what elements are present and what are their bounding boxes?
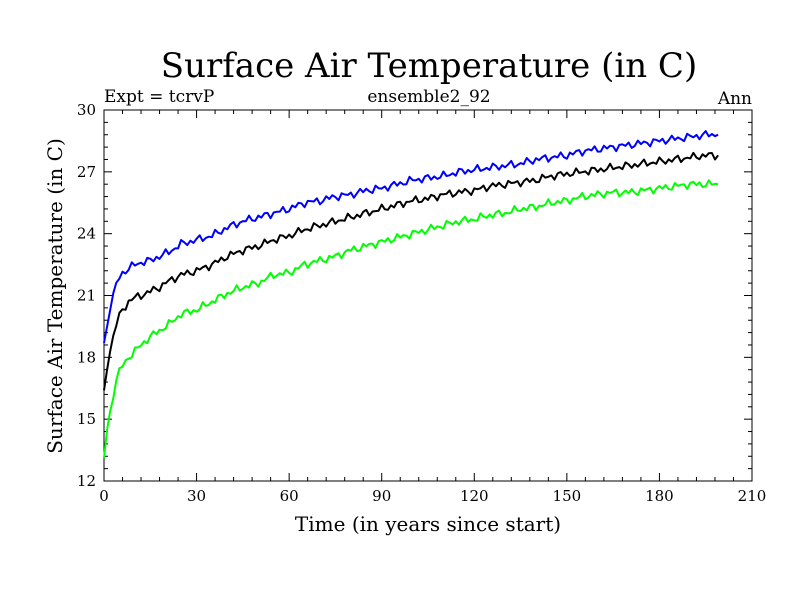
x-tick-label: 210: [738, 487, 767, 505]
series-line-blue: [103, 130, 719, 344]
axis-tick-labels: 0 30 60 90 120 150 180 210 12 15 18 21 24 27 30: [77, 101, 766, 505]
y-axis-label: Surface Air Temperature (in C): [43, 138, 67, 454]
y-tick-label: 12: [77, 472, 96, 490]
y-tick-label: 24: [77, 225, 96, 243]
y-tick-label: 18: [77, 348, 96, 366]
x-tick-label: 90: [372, 487, 391, 505]
y-tick-label: 21: [77, 287, 96, 305]
y-tick-label: 30: [77, 101, 96, 119]
x-tick-label: 30: [187, 487, 206, 505]
series-lines: [103, 130, 719, 459]
series-line-black: [103, 151, 719, 391]
axis-ticks: [103, 109, 753, 482]
series-line-green: [103, 179, 719, 459]
experiment-label: Expt = tcrvP: [104, 87, 214, 107]
x-tick-label: 150: [553, 487, 582, 505]
y-tick-label: 27: [77, 163, 96, 181]
x-tick-label: 180: [645, 487, 674, 505]
x-tick-label: 120: [460, 487, 489, 505]
period-label: Ann: [717, 89, 752, 109]
plot-area: 0 30 60 90 120 150 180 210 12 15 18 21 24 27 30: [77, 101, 766, 505]
x-tick-label: 60: [280, 487, 299, 505]
x-axis-label: Time (in years since start): [295, 512, 561, 536]
x-tick-label: 0: [99, 487, 109, 505]
y-tick-label: 15: [77, 410, 96, 428]
chart-title: Surface Air Temperature (in C): [161, 46, 697, 86]
ensemble-label: ensemble2_92: [367, 87, 490, 107]
